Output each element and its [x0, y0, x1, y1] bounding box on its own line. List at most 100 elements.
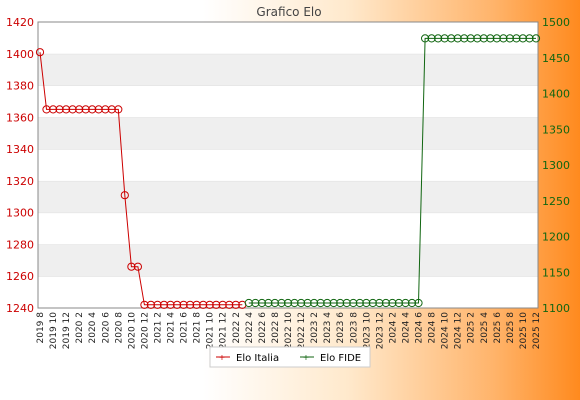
plot-border: [37, 21, 539, 309]
legend-item-elo-italia: + Elo Italia: [216, 353, 279, 364]
data-point-elo-fide: [466, 34, 475, 43]
data-point-elo-italia: [127, 262, 136, 271]
data-point-elo-italia: [101, 105, 110, 114]
x-tick-label: 2025 8: [506, 312, 516, 344]
data-point-elo-fide: [316, 298, 325, 308]
data-point-elo-italia: [75, 105, 84, 114]
data-point-elo-fide: [375, 298, 384, 308]
x-tick-label: 2021 4: [167, 312, 177, 344]
grid-band: [38, 244, 538, 277]
x-tick-label: 2023 6: [336, 312, 346, 344]
x-tick-label: 2022 2: [232, 312, 242, 344]
y-left-tick-label: 1260: [6, 270, 34, 283]
data-point-elo-italia: [62, 105, 71, 114]
x-tick-label: 2020 10: [127, 312, 137, 349]
data-point-elo-fide: [434, 34, 443, 43]
x-axis-ticks: 2019 8 2019 10 2019 12 2020 2 2020 4 2020 6 20…: [36, 312, 542, 349]
data-point-elo-italia: [218, 300, 227, 309]
x-tick-label: 2020 8: [114, 312, 124, 344]
x-tick-label: 2019 10: [49, 312, 59, 349]
grid-band: [38, 180, 538, 213]
data-point-elo-fide: [427, 34, 436, 43]
x-tick-label: 2025 2: [467, 312, 477, 344]
grid-band: [38, 149, 538, 181]
legend-box: [209, 346, 371, 368]
data-point-elo-italia: [114, 105, 123, 114]
data-point-elo-italia: [192, 300, 201, 309]
data-point-elo-fide: [303, 298, 312, 308]
data-point-elo-italia: [173, 300, 182, 309]
data-point-elo-fide: [531, 34, 541, 43]
x-tick-label: 2021 8: [193, 312, 203, 344]
y-left-tick-label: 1240: [6, 302, 34, 315]
x-tick-label: 2023 2: [310, 312, 320, 344]
data-point-elo-fide: [505, 34, 514, 43]
data-point-elo-italia: [205, 300, 214, 309]
data-point-elo-italia: [55, 105, 64, 114]
x-tick-label: 2020 6: [101, 312, 111, 344]
x-tick-label: 2023 12: [375, 312, 385, 349]
data-point-elo-fide: [447, 34, 456, 43]
y-left-tick-label: 1420: [6, 16, 34, 29]
data-point-elo-fide: [388, 298, 397, 308]
x-tick-label: 2024 8: [428, 312, 438, 344]
data-point-elo-italia: [166, 300, 175, 309]
x-tick-label: 2021 6: [180, 312, 190, 344]
data-point-elo-fide: [355, 298, 364, 308]
data-point-elo-italia: [225, 300, 234, 309]
x-tick-label: 2025 6: [493, 312, 503, 344]
data-point-elo-italia: [212, 300, 221, 309]
data-point-elo-fide: [297, 298, 306, 308]
data-point-elo-fide: [336, 298, 345, 308]
legend-marker-elo-fide: +: [303, 353, 310, 362]
legend-label-elo-italia: Elo Italia: [236, 353, 279, 364]
data-point-elo-fide: [518, 34, 528, 43]
data-point-elo-fide: [257, 298, 266, 308]
y-left-tick-label: 1400: [6, 48, 34, 61]
data-point-elo-fide: [473, 34, 482, 43]
data-point-elo-italia: [35, 48, 45, 57]
data-point-elo-italia: [140, 300, 149, 309]
x-tick-label: 2022 10: [284, 312, 294, 349]
x-tick-label: 2021 2: [153, 312, 163, 344]
legend-label-elo-fide: Elo FIDE: [320, 353, 361, 364]
data-point-elo-fide: [342, 298, 351, 308]
data-point-elo-italia: [120, 191, 129, 200]
y-left-tick-label: 1320: [6, 175, 34, 188]
x-tick-label: 2022 4: [245, 312, 255, 344]
x-tick-label: 2019 8: [36, 312, 46, 344]
x-tick-label: 2022 8: [271, 312, 281, 344]
x-tick-label: 2020 4: [88, 312, 98, 344]
y-right-tick-label: 1100: [542, 302, 570, 315]
data-point-elo-fide: [329, 298, 338, 308]
series-line-elo-fide: [248, 37, 536, 304]
y-right-tick-label: 1300: [542, 159, 570, 172]
y-right-tick-label: 1200: [542, 231, 570, 244]
data-point-elo-italia: [199, 300, 208, 309]
data-point-elo-italia: [88, 105, 97, 114]
grid-band: [38, 53, 538, 86]
data-point-elo-fide: [283, 298, 293, 308]
y-right-tick-label: 1450: [542, 52, 570, 65]
data-point-elo-fide: [244, 298, 253, 308]
data-point-elo-fide: [277, 298, 286, 308]
y-right-tick-label: 1350: [542, 123, 570, 136]
data-point-elo-fide: [368, 298, 377, 308]
data-point-elo-fide: [486, 34, 495, 43]
data-point-elo-fide: [381, 298, 390, 308]
series-line-elo-italia: [39, 52, 243, 306]
y-right-tick-label: 1500: [542, 16, 570, 29]
x-tick-label: 2024 6: [415, 312, 425, 344]
data-point-elo-fide: [440, 34, 449, 43]
data-point-elo-fide: [362, 298, 371, 308]
grid-band: [38, 22, 538, 54]
data-point-elo-fide: [251, 298, 260, 308]
data-point-elo-italia: [146, 300, 155, 309]
data-point-elo-fide: [401, 298, 410, 308]
x-tick-label: 2022 6: [258, 312, 268, 344]
data-point-elo-italia: [49, 105, 58, 114]
legend: + Elo Italia + Elo FIDE: [209, 346, 371, 368]
data-point-elo-fide: [525, 34, 534, 43]
